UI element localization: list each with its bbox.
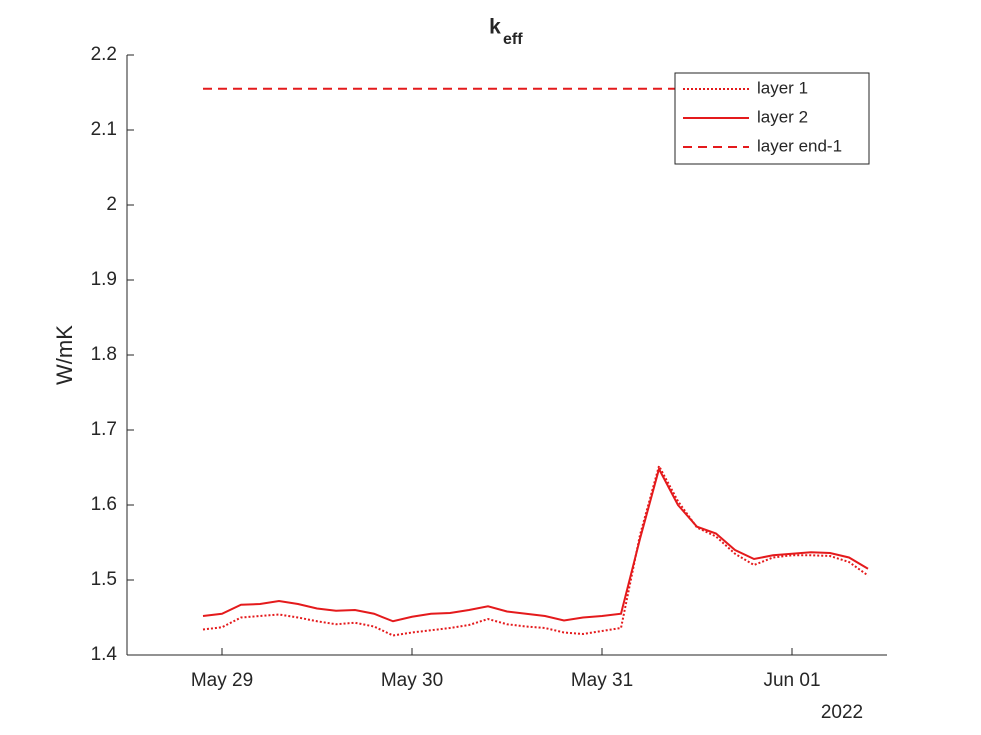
y-tick-label: 1.6 bbox=[91, 494, 117, 515]
y-tick-label: 1.7 bbox=[91, 419, 117, 440]
y-tick-label: 2.1 bbox=[91, 119, 117, 140]
data-line bbox=[202, 463, 869, 637]
y-tick-label: 1.4 bbox=[91, 644, 118, 665]
x-tick-label: Jun 01 bbox=[763, 670, 820, 691]
legend-label: layer 2 bbox=[757, 107, 808, 126]
y-tick-label: 1.5 bbox=[91, 569, 117, 590]
y-tick-label: 2.2 bbox=[91, 44, 117, 65]
x-tick-label: May 30 bbox=[381, 670, 443, 691]
x-tick-label: May 31 bbox=[571, 670, 633, 691]
chart-title: k bbox=[489, 16, 501, 39]
x-tick-label: May 29 bbox=[191, 670, 253, 691]
legend-label: layer end-1 bbox=[757, 136, 842, 155]
y-tick-label: 1.9 bbox=[91, 269, 117, 290]
y-axis-label: W/mK bbox=[52, 325, 77, 385]
x-secondary-label: 2022 bbox=[821, 702, 863, 723]
y-tick-label: 2 bbox=[106, 194, 117, 215]
data-line bbox=[202, 466, 869, 623]
legend-label: layer 1 bbox=[757, 78, 808, 97]
chart-title-subscript: eff bbox=[503, 31, 523, 48]
y-tick-label: 1.8 bbox=[91, 344, 117, 365]
